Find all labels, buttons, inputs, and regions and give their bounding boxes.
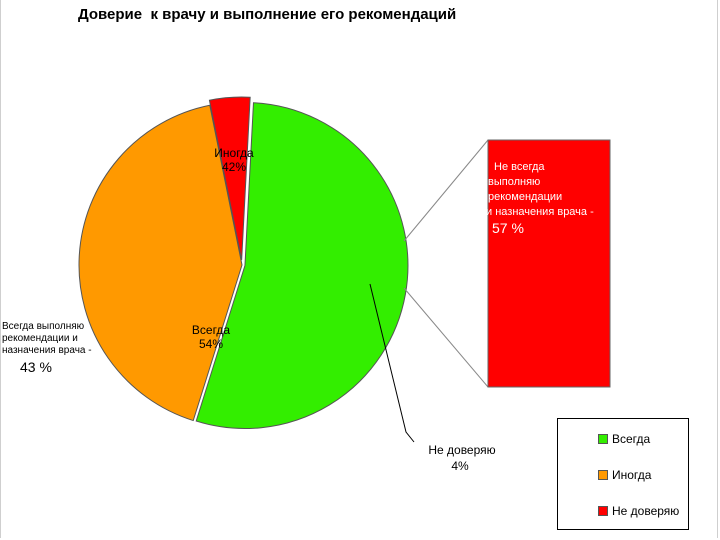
slice-label-2: Не доверяю [428, 443, 495, 457]
pie-slice-1 [78, 104, 243, 422]
legend-label-0: Всегда [612, 432, 651, 446]
legend-swatch-1 [598, 470, 608, 480]
side-annotation-line-0: Всегда выполняю [2, 321, 85, 332]
slice-label-1: Иногда [214, 146, 254, 160]
slice-pct-0: 54% [199, 337, 223, 351]
legend-label-2: Не доверяю [612, 504, 680, 518]
legend-label-1: Иногда [612, 468, 652, 482]
legend-item-0: Всегда [598, 431, 650, 447]
breakdown-label-line-3: и назначения врача - [486, 206, 594, 218]
legend-item-1: Иногда [598, 467, 651, 483]
breakdown-connector-0 [403, 139, 489, 242]
slice-label-0: Всегда [192, 323, 231, 337]
slice-pct-1: 42% [222, 160, 246, 174]
breakdown-bar [487, 139, 611, 388]
side-annotation-line-2: назначения врача - [2, 345, 92, 356]
breakdown-pct: 57 % [492, 220, 524, 236]
pie-slice-0 [195, 102, 409, 429]
side-annotation-line-1: рекомендации и [2, 333, 78, 344]
slice-leader-line [369, 283, 415, 443]
chart-title: Доверие к врачу и выполнение его рекомен… [78, 6, 457, 23]
side-annotation-pct: 43 % [20, 359, 52, 375]
breakdown-connector-1 [403, 287, 489, 388]
breakdown-label-line-1: выполняю [488, 176, 540, 188]
legend-item-2: Не доверяю [598, 503, 679, 519]
slice-pct-2: 4% [451, 459, 469, 473]
legend-swatch-2 [598, 506, 608, 516]
pie-slice-2 [208, 96, 251, 261]
breakdown-label-line-2: рекомендации [488, 191, 562, 203]
legend-swatch-0 [598, 434, 608, 444]
breakdown-label-line-0: Не всегда [494, 161, 545, 173]
legend: Всегда Иногда Не доверяю [557, 418, 689, 530]
